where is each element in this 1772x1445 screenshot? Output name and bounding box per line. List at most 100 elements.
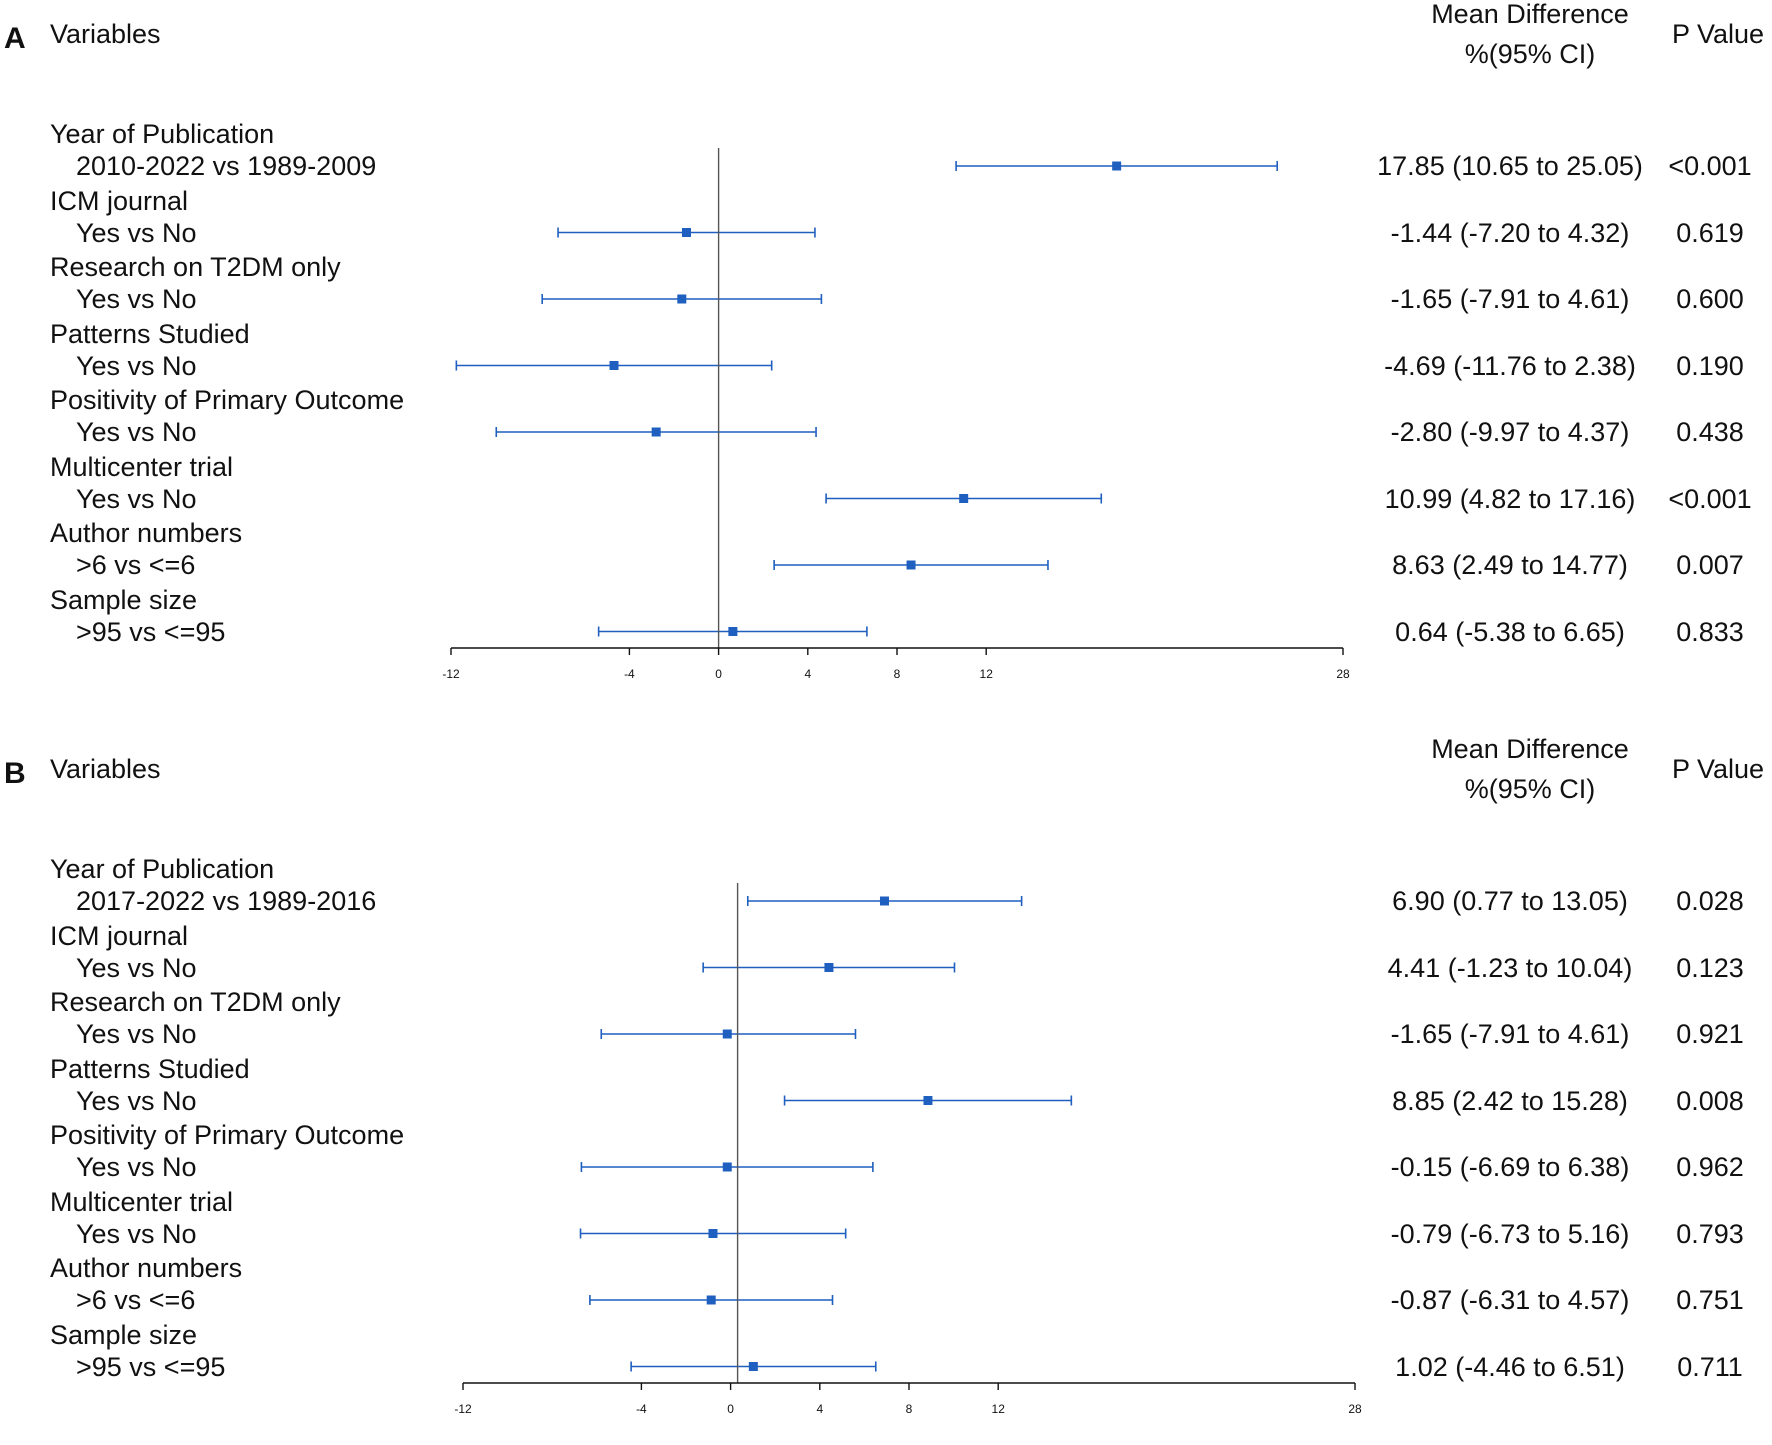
variable-group-label: Year of Publication [50,119,275,149]
header-mean-difference: Mean Difference %(95% CI) [1350,729,1710,809]
variable-group-label: Author numbers [50,518,243,548]
forest-plot-svg: -12 -4 0 4 8 12 28 [442,148,1350,681]
p-value: 0.962 [1676,1152,1744,1182]
variable-group-label: Patterns Studied [50,1053,250,1084]
comparison-label: >6 vs <=6 [76,550,196,580]
mean-difference-ci: 1.02 (-4.46 to 6.51) [1395,1351,1625,1382]
variable-group-label: Positivity of Primary Outcome [50,385,405,415]
mean-difference-ci: 6.90 (0.77 to 13.05) [1392,886,1628,916]
x-tick-label: 4 [804,667,811,681]
x-tick-label: 28 [1336,667,1350,681]
comparison-label: Yes vs No [76,217,197,248]
x-tick-label: 0 [715,667,722,681]
mean-difference-ci: 0.64 (-5.38 to 6.65) [1395,616,1625,647]
comparison-label: Yes vs No [76,1019,197,1049]
p-value: 0.833 [1676,616,1744,647]
comparison-label: >6 vs <=6 [76,1285,196,1315]
variable-group-label: Research on T2DM only [50,252,341,282]
point-estimate [681,228,691,237]
variable-group-label: ICM journal [50,920,189,951]
header-md-line2: %(95% CI) [1464,39,1596,69]
mean-difference-ci: 8.63 (2.49 to 14.77) [1392,550,1628,580]
p-value: 0.751 [1676,1285,1744,1315]
x-tick-label: -4 [636,1402,647,1416]
point-estimate [824,963,834,972]
variable-group-label: Positivity of Primary Outcome [50,1120,405,1150]
forest-plot-panel-b: B Variables Mean Difference %(95% CI) P … [0,734,1772,1445]
point-estimate [722,1162,732,1172]
mean-difference-ci: -2.80 (-9.97 to 4.37) [1390,417,1630,447]
forest-plot-svg: -12 -4 0 4 8 12 28 [454,883,1362,1416]
x-tick-label: -12 [442,667,460,681]
mean-difference-ci: -1.44 (-7.20 to 4.32) [1390,217,1630,248]
header-variables: Variables [50,754,161,784]
point-estimate [708,1229,718,1238]
header-mean-difference: Mean Difference %(95% CI) [1350,0,1710,74]
forest-plot-panel-a: A Variables Mean Difference %(95% CI) P … [0,0,1772,710]
comparison-label: 2017-2022 vs 1989-2016 [76,886,377,916]
mean-difference-ci: -0.79 (-6.73 to 5.16) [1390,1218,1630,1249]
p-value: <0.001 [1668,151,1752,181]
point-estimate [748,1362,758,1371]
p-value: 0.438 [1676,417,1744,447]
comparison-label: Yes vs No [76,284,197,314]
comparison-label: Yes vs No [76,417,197,447]
panel-label: B [4,757,26,790]
comparison-label: 2010-2022 vs 1989-2009 [76,151,377,181]
x-tick-label: 8 [906,1402,913,1416]
x-tick-label: -4 [624,667,635,681]
x-tick-label: 12 [992,1402,1006,1416]
point-estimate [706,1295,716,1305]
header-md-line1: Mean Difference [1431,734,1629,764]
point-estimate [879,896,889,906]
point-estimate [906,560,916,570]
point-estimate [651,427,661,437]
mean-difference-ci: 10.99 (4.82 to 17.16) [1384,483,1636,514]
x-tick-label: 8 [894,667,901,681]
point-estimate [1112,161,1122,171]
header-p-value: P Value [1672,754,1765,784]
header-md-line2: %(95% CI) [1464,774,1596,804]
x-tick-label: -12 [454,1402,472,1416]
variable-group-label: ICM journal [50,185,189,216]
header-md-line1: Mean Difference [1431,0,1629,29]
mean-difference-ci: -0.87 (-6.31 to 4.57) [1390,1285,1630,1315]
mean-difference-ci: -4.69 (-11.76 to 2.38) [1384,350,1636,381]
point-estimate [609,361,619,370]
variable-group-label: Sample size [50,1319,198,1350]
variable-group-label: Author numbers [50,1253,243,1283]
p-value: 0.711 [1677,1351,1743,1382]
point-estimate [923,1096,933,1105]
mean-difference-ci: -0.15 (-6.69 to 6.38) [1390,1152,1630,1182]
point-estimate [959,494,969,503]
p-value: 0.921 [1676,1019,1744,1049]
comparison-label: Yes vs No [76,483,197,514]
comparison-label: Yes vs No [76,1218,197,1249]
comparison-label: >95 vs <=95 [76,1351,226,1382]
variable-group-label: Patterns Studied [50,318,250,349]
variable-group-label: Research on T2DM only [50,987,341,1017]
x-tick-label: 28 [1348,1402,1362,1416]
variable-group-label: Year of Publication [50,854,275,884]
point-estimate [728,627,738,636]
x-tick-label: 4 [816,1402,823,1416]
p-value: 0.190 [1676,350,1744,381]
variable-group-label: Multicenter trial [50,1186,234,1217]
x-tick-label: 12 [980,667,994,681]
comparison-label: Yes vs No [76,1085,197,1116]
point-estimate [677,294,687,304]
p-value: 0.619 [1676,217,1744,248]
mean-difference-ci: 17.85 (10.65 to 25.05) [1377,151,1643,181]
panel-label: A [4,22,26,55]
p-value: 0.008 [1676,1085,1744,1116]
variable-group-label: Sample size [50,584,198,615]
point-estimate [722,1029,732,1039]
comparison-label: Yes vs No [76,1152,197,1182]
p-value: 0.123 [1676,952,1744,983]
p-value: <0.001 [1668,483,1752,514]
header-p-value: P Value [1672,19,1765,49]
header-variables: Variables [50,19,161,49]
comparison-label: Yes vs No [76,350,197,381]
p-value: 0.600 [1676,284,1744,314]
x-tick-label: 0 [727,1402,734,1416]
